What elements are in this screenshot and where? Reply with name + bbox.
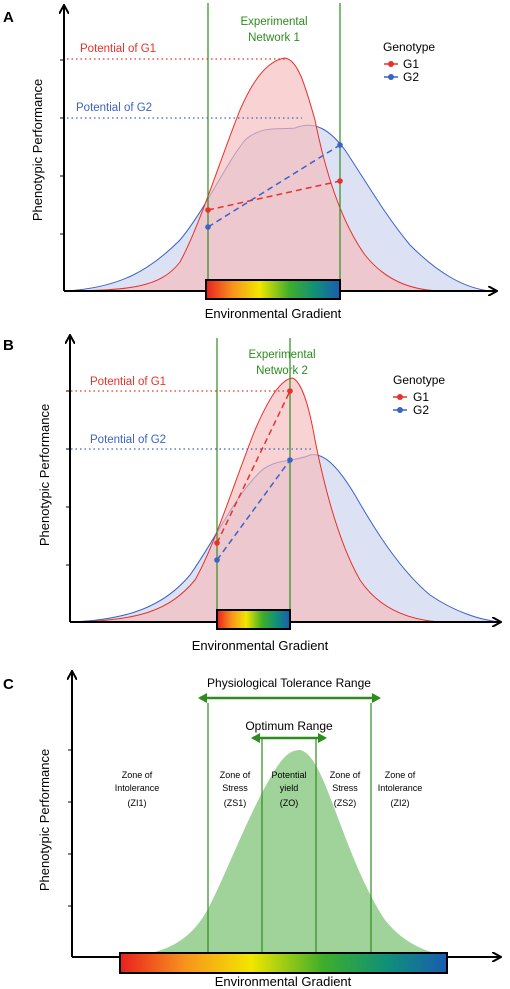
panel-c-y-axis-label: Phenotypic Performance	[37, 749, 52, 891]
panel-b-potential-g2-label: Potential of G2	[90, 434, 166, 446]
zone-label-line: (ZO)	[280, 798, 299, 808]
zone-label-line: Zone of	[385, 770, 416, 780]
panel-a-potential-g2-label: Potential of G2	[76, 102, 152, 114]
panel-b-g2-point-left	[214, 557, 220, 563]
panel-b-legend-g1-dot	[397, 394, 403, 400]
panel-b-g1-reaction-norm	[216, 390, 291, 544]
panel-b-legend-g1-label: G1	[413, 390, 429, 404]
panel-c-performance-curve	[120, 750, 460, 957]
panel-b: B Phenotypic Performance Environmental G…	[3, 336, 500, 653]
panel-a-network-label-line1: Experimental	[240, 16, 307, 28]
panel-c-zone-zs2: Zone of Stress (ZS2)	[330, 770, 361, 808]
panel-c-optimum-range-label: Optimum Range	[245, 719, 333, 733]
zone-label-line: (ZI2)	[391, 798, 410, 808]
panel-c-zone-zi2: Zone of Intolerance (ZI2)	[378, 770, 423, 808]
zone-label-line: (ZI1)	[128, 798, 147, 808]
zone-label-line: Intolerance	[115, 783, 160, 793]
zone-label-line: Zone of	[330, 770, 361, 780]
panel-c-zone-zo: Potential yield (ZO)	[271, 770, 306, 808]
panel-c-zone-zs1: Zone of Stress (ZS1)	[220, 770, 251, 808]
zone-label-line: Intolerance	[378, 783, 423, 793]
panel-b-network-label-line2: Network 2	[256, 365, 308, 377]
panel-b-g1-curve	[69, 377, 441, 623]
panel-a-legend-g1-dot	[388, 61, 394, 67]
panel-a-g2-point-right	[337, 142, 343, 148]
zone-label-line: (ZS2)	[334, 798, 357, 808]
panel-b-x-axis-label: Environmental Gradient	[192, 638, 329, 653]
panel-a-legend-g2-label: G2	[403, 70, 419, 84]
panel-a-legend-title: Genotype	[383, 40, 435, 54]
zone-label-line: Potential	[271, 770, 306, 780]
panel-c-letter: C	[3, 676, 14, 693]
panel-a-g2-point-left	[205, 224, 211, 230]
panel-a-letter: A	[3, 9, 14, 26]
panel-b-y-axis-label: Phenotypic Performance	[37, 404, 52, 546]
panel-a-potential-g1-label: Potential of G1	[80, 43, 156, 55]
panel-c: C Phenotypic Performance Physiological T…	[3, 672, 500, 989]
panel-b-legend-title: Genotype	[393, 373, 445, 387]
panel-a-g1-point-right	[337, 178, 343, 184]
panel-a-x-axis-label: Environmental Gradient	[205, 306, 342, 321]
panel-b-g2-point-right	[287, 457, 293, 463]
panel-c-x-axis-label: Environmental Gradient	[215, 974, 352, 989]
panel-a-g2-reaction-norm	[207, 144, 341, 228]
zone-label-line: Zone of	[122, 770, 153, 780]
zone-label-line: Zone of	[220, 770, 251, 780]
panel-c-zone-zi1: Zone of Intolerance (ZI1)	[115, 770, 160, 808]
panel-c-gradient-bar	[119, 952, 448, 974]
zone-label-line: Stress	[332, 783, 358, 793]
panel-b-g2-reaction-norm	[216, 459, 291, 561]
panel-b-g1-point-right	[287, 388, 293, 394]
panel-b-legend-g2-dot	[397, 407, 403, 413]
zone-label-line: yield	[280, 783, 299, 793]
panel-a-legend-g2-dot	[388, 74, 394, 80]
zone-label-line: (ZS1)	[224, 798, 247, 808]
zone-label-line: Stress	[222, 783, 248, 793]
panel-a-legend-g1-label: G1	[403, 57, 419, 71]
panel-a-g1-curve	[64, 57, 441, 292]
panel-a: A Phenotypic Performance Environmental G…	[3, 3, 496, 321]
panel-b-network-label-line1: Experimental	[248, 349, 315, 361]
panel-b-gradient-bar	[216, 609, 291, 630]
panel-a-network-label-line2: Network 1	[248, 32, 300, 44]
panel-a-legend: Genotype G1 G2	[383, 40, 435, 84]
panel-a-y-axis-label: Phenotypic Performance	[30, 79, 45, 221]
panel-b-potential-g1-label: Potential of G1	[90, 376, 166, 388]
panel-b-legend-g2-label: G2	[413, 403, 429, 417]
panel-b-g1-point-left	[214, 540, 220, 546]
panel-a-g1-point-left	[205, 207, 211, 213]
panel-b-legend: Genotype G1 G2	[393, 373, 445, 417]
panel-c-tolerance-range-label: Physiological Tolerance Range	[207, 676, 371, 690]
panel-a-g1-reaction-norm	[207, 180, 341, 211]
panel-a-gradient-bar	[205, 279, 341, 300]
panel-b-letter: B	[3, 337, 14, 354]
